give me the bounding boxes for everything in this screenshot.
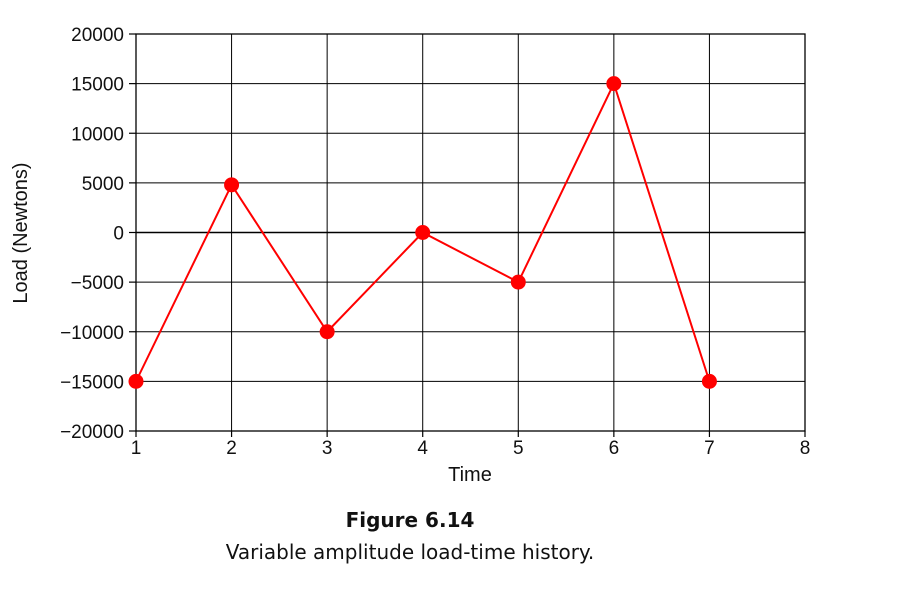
series-layer: [128, 76, 717, 389]
x-axis-label: Time: [448, 464, 492, 486]
x-tick-label: 5: [513, 438, 524, 459]
y-axis-ticks: 20000 15000 10000 5000 0 −5000 −10000 −15000 −20…: [60, 25, 136, 443]
x-tick-label: 3: [322, 438, 333, 459]
data-point: [606, 76, 622, 92]
data-point: [319, 324, 335, 340]
grid-lines: [135, 33, 806, 432]
x-tick-label: 2: [226, 438, 237, 459]
data-point: [510, 274, 526, 290]
y-axis-label: Load (Newtons): [10, 162, 32, 303]
y-tick-label: 15000: [71, 75, 124, 96]
x-tick-label: 8: [800, 438, 811, 459]
y-tick-label: −15000: [60, 372, 124, 393]
y-tick-label: −5000: [71, 273, 124, 294]
figure-caption-text: Variable amplitude load-time history.: [225, 540, 595, 564]
line-chart: 20000 15000 10000 5000 0 −5000 −10000 −15000 −20…: [10, 25, 811, 486]
x-tick-label: 6: [609, 438, 620, 459]
data-point: [415, 225, 431, 240]
y-tick-label: 20000: [71, 25, 124, 46]
x-tick-label: 7: [704, 438, 715, 459]
data-point: [701, 373, 717, 389]
y-tick-label: 10000: [71, 124, 124, 145]
x-tick-label: 1: [131, 438, 142, 459]
y-tick-label: −10000: [60, 323, 124, 344]
data-point: [224, 177, 240, 193]
figure-caption-title: Figure 6.14: [345, 508, 475, 532]
y-tick-label: 0: [113, 224, 124, 245]
x-axis-ticks: 1 2 3 4 5 6 7 8: [131, 431, 811, 459]
y-tick-label: −20000: [60, 422, 124, 443]
y-tick-label: 5000: [82, 174, 124, 195]
data-point: [128, 373, 144, 389]
x-tick-label: 4: [417, 438, 428, 459]
